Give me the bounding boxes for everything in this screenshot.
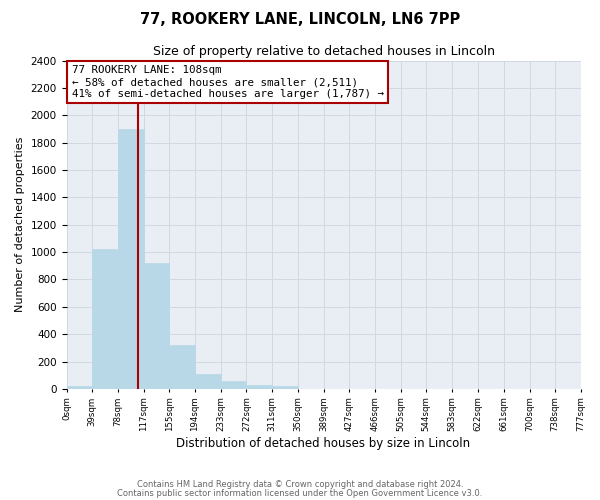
Bar	[247, 385, 272, 389]
Y-axis label: Number of detached properties: Number of detached properties	[15, 137, 25, 312]
Bar	[144, 263, 169, 389]
Title: Size of property relative to detached houses in Lincoln: Size of property relative to detached ho…	[152, 45, 494, 58]
Bar	[92, 250, 118, 389]
Bar	[118, 129, 144, 389]
Bar	[195, 374, 221, 389]
Text: Contains HM Land Registry data © Crown copyright and database right 2024.: Contains HM Land Registry data © Crown c…	[137, 480, 463, 489]
Text: 77 ROOKERY LANE: 108sqm
← 58% of detached houses are smaller (2,511)
41% of semi: 77 ROOKERY LANE: 108sqm ← 58% of detache…	[71, 66, 383, 98]
Text: 77, ROOKERY LANE, LINCOLN, LN6 7PP: 77, ROOKERY LANE, LINCOLN, LN6 7PP	[140, 12, 460, 28]
Bar	[169, 345, 195, 389]
Bar	[272, 386, 298, 389]
Bar	[67, 386, 92, 389]
Bar	[221, 382, 247, 389]
X-axis label: Distribution of detached houses by size in Lincoln: Distribution of detached houses by size …	[176, 437, 470, 450]
Text: Contains public sector information licensed under the Open Government Licence v3: Contains public sector information licen…	[118, 488, 482, 498]
